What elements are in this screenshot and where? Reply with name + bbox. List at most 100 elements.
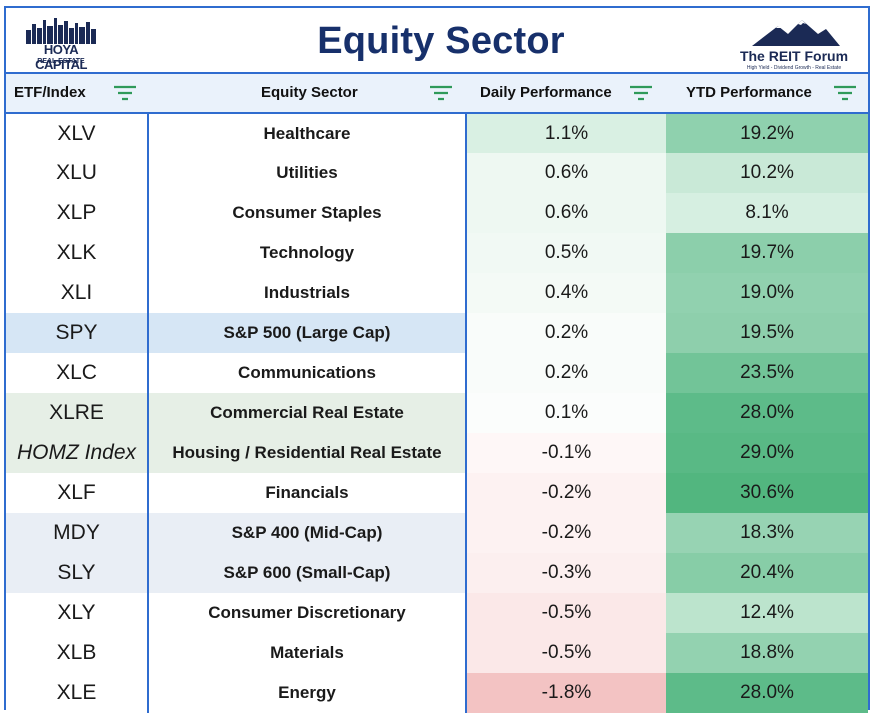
table-row: XLB Materials -0.5% 18.8% [6, 633, 868, 673]
ytd-performance-cell: 28.0% [666, 393, 868, 433]
table-row: SLY S&P 600 (Small-Cap) -0.3% 20.4% [6, 553, 868, 593]
table-row: XLE Energy -1.8% 28.0% [6, 673, 868, 713]
sector-cell: Technology [148, 233, 467, 273]
sector-cell: Energy [148, 673, 467, 713]
etf-cell: XLRE [6, 393, 149, 433]
filter-icon[interactable] [832, 82, 858, 104]
ytd-performance-cell: 19.2% [666, 113, 868, 153]
table-body: XLV Healthcare 1.1% 19.2% XLU Utilities 0.6% 10… [6, 113, 868, 713]
filter-icon[interactable] [112, 82, 138, 104]
sector-cell: Utilities [148, 153, 467, 193]
etf-cell: XLE [6, 673, 149, 713]
sector-cell: S&P 600 (Small-Cap) [148, 553, 467, 593]
etf-cell: XLV [6, 113, 149, 153]
etf-cell: XLY [6, 593, 149, 633]
table-row: XLP Consumer Staples 0.6% 8.1% [6, 193, 868, 233]
column-header-ytd: YTD Performance [666, 74, 868, 114]
sector-cell: Consumer Staples [148, 193, 467, 233]
ytd-performance-cell: 29.0% [666, 433, 868, 473]
sector-cell: Healthcare [148, 113, 467, 153]
etf-cell: XLP [6, 193, 149, 233]
etf-cell: XLC [6, 353, 149, 393]
daily-performance-cell: 0.6% [466, 193, 666, 233]
hoya-capital-logo: HOYA CAPITAL REAL ESTATE [22, 16, 100, 72]
daily-performance-cell: -0.5% [466, 633, 666, 673]
sector-cell: S&P 400 (Mid-Cap) [148, 513, 467, 553]
column-header-etf: ETF/Index [6, 74, 148, 114]
daily-performance-cell: 1.1% [466, 113, 666, 153]
sector-cell: Materials [148, 633, 467, 673]
etf-cell: MDY [6, 513, 149, 553]
filter-icon[interactable] [428, 82, 454, 104]
sector-performance-panel: HOYA CAPITAL REAL ESTATE Equity Sector P… [4, 6, 870, 713]
table-row: MDY S&P 400 (Mid-Cap) -0.2% 18.3% [6, 513, 868, 553]
ytd-performance-cell: 18.3% [666, 513, 868, 553]
daily-performance-cell: 0.2% [466, 313, 666, 353]
table-row: XLF Financials -0.2% 30.6% [6, 473, 868, 513]
reit-forum-logo: The REIT Forum High Yield - Dividend Gro… [736, 16, 852, 71]
daily-performance-cell: 0.2% [466, 353, 666, 393]
daily-performance-cell: -1.8% [466, 673, 666, 713]
etf-cell: SLY [6, 553, 149, 593]
sector-table: ETF/Index Equity Sector Daily Performanc… [6, 74, 868, 713]
etf-cell: XLI [6, 273, 149, 313]
ytd-performance-cell: 23.5% [666, 353, 868, 393]
daily-performance-cell: 0.6% [466, 153, 666, 193]
daily-performance-cell: 0.1% [466, 393, 666, 433]
sector-cell: Consumer Discretionary [148, 593, 467, 633]
hoya-sub-text: REAL ESTATE [37, 58, 85, 65]
column-header-sector: Equity Sector [148, 74, 466, 114]
reit-forum-tagline: High Yield - Dividend Growth - Real Esta… [746, 65, 842, 71]
table-row: XLY Consumer Discretionary -0.5% 12.4% [6, 593, 868, 633]
sector-cell: Commercial Real Estate [148, 393, 467, 433]
ytd-performance-cell: 10.2% [666, 153, 868, 193]
etf-cell: XLB [6, 633, 149, 673]
ytd-performance-cell: 30.6% [666, 473, 868, 513]
daily-performance-cell: -0.3% [466, 553, 666, 593]
sector-cell: Industrials [148, 273, 467, 313]
table-row: SPY S&P 500 (Large Cap) 0.2% 19.5% [6, 313, 868, 353]
ytd-performance-cell: 28.0% [666, 673, 868, 713]
ytd-performance-cell: 18.8% [666, 633, 868, 673]
etf-cell: HOMZ Index [6, 433, 149, 473]
ytd-performance-cell: 12.4% [666, 593, 868, 633]
ytd-performance-cell: 20.4% [666, 553, 868, 593]
ytd-performance-cell: 19.5% [666, 313, 868, 353]
table-row: XLRE Commercial Real Estate 0.1% 28.0% [6, 393, 868, 433]
daily-performance-cell: 0.5% [466, 233, 666, 273]
column-label: Daily Performance [480, 84, 612, 101]
table-row: XLC Communications 0.2% 23.5% [6, 353, 868, 393]
table-row: HOMZ Index Housing / Residential Real Est… [6, 433, 868, 473]
table-row: XLV Healthcare 1.1% 19.2% [6, 113, 868, 153]
table-row: XLU Utilities 0.6% 10.2% [6, 153, 868, 193]
etf-cell: XLU [6, 153, 149, 193]
reit-forum-name: The REIT Forum [739, 48, 849, 64]
mountain-icon [752, 20, 840, 46]
column-label: YTD Performance [686, 84, 812, 101]
ytd-performance-cell: 19.7% [666, 233, 868, 273]
daily-performance-cell: -0.5% [466, 593, 666, 633]
daily-performance-cell: -0.2% [466, 513, 666, 553]
column-header-daily: Daily Performance [466, 74, 666, 114]
sector-cell: Financials [148, 473, 467, 513]
etf-cell: SPY [6, 313, 149, 353]
daily-performance-cell: -0.1% [466, 433, 666, 473]
ytd-performance-cell: 19.0% [666, 273, 868, 313]
skyline-icon [26, 18, 96, 44]
daily-performance-cell: -0.2% [466, 473, 666, 513]
ytd-performance-cell: 8.1% [666, 193, 868, 233]
header-row: ETF/Index Equity Sector Daily Performanc… [6, 74, 868, 114]
table-row: XLI Industrials 0.4% 19.0% [6, 273, 868, 313]
filter-icon[interactable] [628, 82, 654, 104]
sector-cell: S&P 500 (Large Cap) [148, 313, 467, 353]
title-bar: HOYA CAPITAL REAL ESTATE Equity Sector P… [6, 8, 868, 112]
sector-cell: Communications [148, 353, 467, 393]
etf-cell: XLK [6, 233, 149, 273]
table-row: XLK Technology 0.5% 19.7% [6, 233, 868, 273]
sector-cell: Housing / Residential Real Estate [148, 433, 467, 473]
column-label: Equity Sector [261, 84, 358, 101]
column-label: ETF/Index [14, 84, 86, 101]
hoya-brand-text: HOYA CAPITAL [35, 42, 87, 72]
daily-performance-cell: 0.4% [466, 273, 666, 313]
etf-cell: XLF [6, 473, 149, 513]
